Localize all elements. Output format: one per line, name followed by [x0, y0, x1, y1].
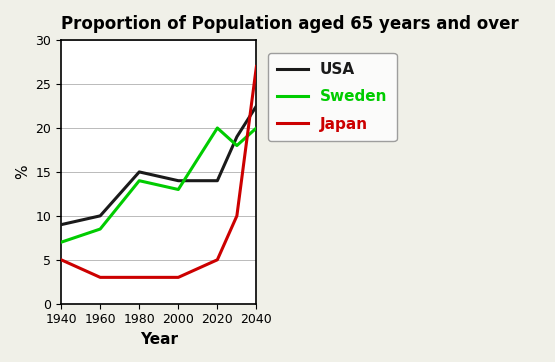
Legend: USA, Sweden, Japan: USA, Sweden, Japan	[268, 53, 397, 141]
Y-axis label: %: %	[15, 165, 30, 179]
Text: Proportion of Population aged 65 years and over: Proportion of Population aged 65 years a…	[61, 15, 519, 33]
X-axis label: Year: Year	[140, 332, 178, 347]
